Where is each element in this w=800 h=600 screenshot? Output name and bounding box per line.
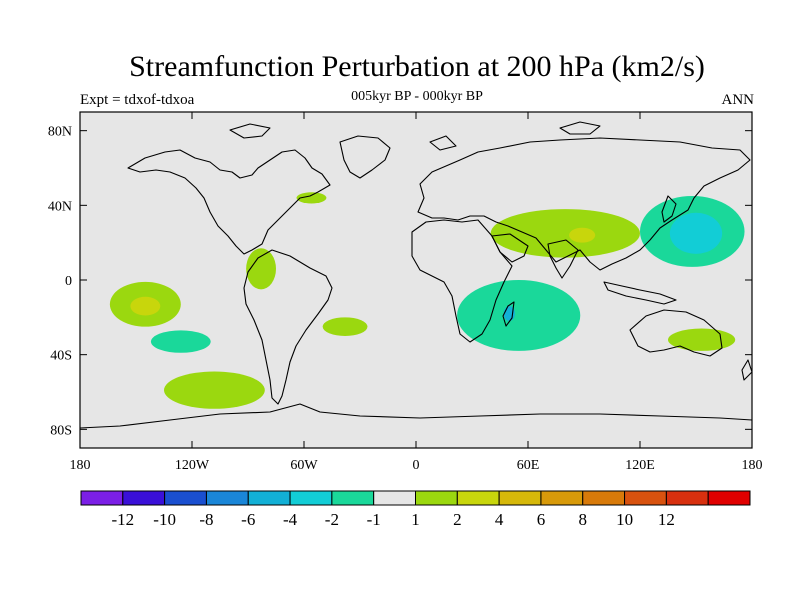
colorbar-label: 6 xyxy=(537,510,546,529)
colorbar-label: -12 xyxy=(111,510,134,529)
coast-arctic-islands xyxy=(229,121,601,151)
anomaly-north-pacific-east-low-core xyxy=(130,296,161,316)
anomaly-west-pacific-core xyxy=(669,212,723,254)
lat-tick-label: 40N xyxy=(48,199,72,214)
lon-tick-label: 120E xyxy=(625,458,655,473)
lon-tick-label: 120W xyxy=(175,458,210,473)
colorbar-bin xyxy=(415,490,458,506)
coast-africa xyxy=(411,219,513,343)
longitude-ticks: 180 120W 60W 0 60E 120E 180 xyxy=(70,112,763,473)
anomaly-indian-ocean-teal xyxy=(457,280,581,351)
colorbar-bin xyxy=(498,490,542,506)
colorbar-label: -10 xyxy=(153,510,176,529)
coast-arabia xyxy=(491,233,529,263)
colorbar-label: -2 xyxy=(325,510,339,529)
lon-tick-label: 180 xyxy=(742,458,763,473)
map-subtitle: 005kyr BP - 000kyr BP xyxy=(351,89,483,104)
colorbar-bin xyxy=(373,490,416,506)
colorbar-bin xyxy=(331,490,375,506)
colorbar-label: 4 xyxy=(495,510,504,529)
coast-indonesia xyxy=(603,281,677,305)
colorbar-label: 1 xyxy=(411,510,420,529)
colorbar-bin xyxy=(624,490,667,506)
anomaly-australia-green xyxy=(668,328,736,351)
colorbar-label: -8 xyxy=(199,510,213,529)
coast-north-america xyxy=(127,149,331,255)
colorbar-bin xyxy=(540,490,584,506)
anomaly-north-atlantic-green xyxy=(296,192,327,204)
lon-tick-label: 180 xyxy=(70,458,91,473)
colorbar-bin xyxy=(164,490,207,506)
lat-tick-label: 0 xyxy=(65,274,72,289)
anomaly-layer xyxy=(109,192,745,409)
anomaly-south-atlantic-green xyxy=(322,317,368,336)
coast-australia xyxy=(629,309,723,357)
coast-japan xyxy=(661,195,677,223)
coast-antarctica xyxy=(79,403,753,429)
colorbar-label: 10 xyxy=(616,510,633,529)
colorbar: -12 -10 -8 -6 -4 -2 -1 1 2 4 6 8 10 12 xyxy=(80,490,751,529)
colorbar-label: 8 xyxy=(579,510,588,529)
lon-tick-label: 60W xyxy=(290,458,318,473)
coast-india xyxy=(547,239,579,279)
lat-tick-label: 40S xyxy=(50,349,72,364)
colorbar-bin xyxy=(707,490,751,506)
colorbar-label: -1 xyxy=(367,510,381,529)
coast-greenland xyxy=(339,135,391,179)
colorbar-bin xyxy=(205,490,249,506)
latitude-ticks: 80N 40N 0 40S 80S xyxy=(48,125,752,438)
colorbar-label: -4 xyxy=(283,510,298,529)
coast-new-zealand xyxy=(741,359,753,381)
anomaly-south-pacific-teal xyxy=(150,330,211,353)
lat-tick-label: 80N xyxy=(48,125,72,140)
anomaly-central-america-green xyxy=(246,248,276,290)
lat-tick-label: 80S xyxy=(50,423,72,438)
colorbar-bin xyxy=(247,490,291,506)
colorbar-bin xyxy=(122,490,166,506)
coastlines xyxy=(79,121,753,429)
coast-south-america xyxy=(243,249,333,405)
coast-eurasia xyxy=(417,137,751,271)
colorbar-bin xyxy=(456,490,500,506)
lon-tick-label: 60E xyxy=(517,458,540,473)
lon-tick-label: 0 xyxy=(413,458,420,473)
colorbar-label: 12 xyxy=(658,510,675,529)
map-title: Streamfunction Perturbation at 200 hPa (… xyxy=(129,50,705,83)
anomaly-asia-green xyxy=(490,209,640,258)
colorbar-label: -6 xyxy=(241,510,255,529)
season-label: ANN xyxy=(721,92,755,108)
colorbar-bin xyxy=(582,490,626,506)
coast-madagascar xyxy=(502,301,515,327)
anomaly-asia-core xyxy=(569,227,596,243)
experiment-label: Expt = tdxof-tdxoa xyxy=(80,92,195,108)
colorbar-bin xyxy=(80,490,124,506)
colorbar-bin xyxy=(665,490,709,506)
colorbar-label: 2 xyxy=(453,510,462,529)
anomaly-south-pacific-green xyxy=(164,371,265,409)
colorbar-bin xyxy=(289,490,333,506)
